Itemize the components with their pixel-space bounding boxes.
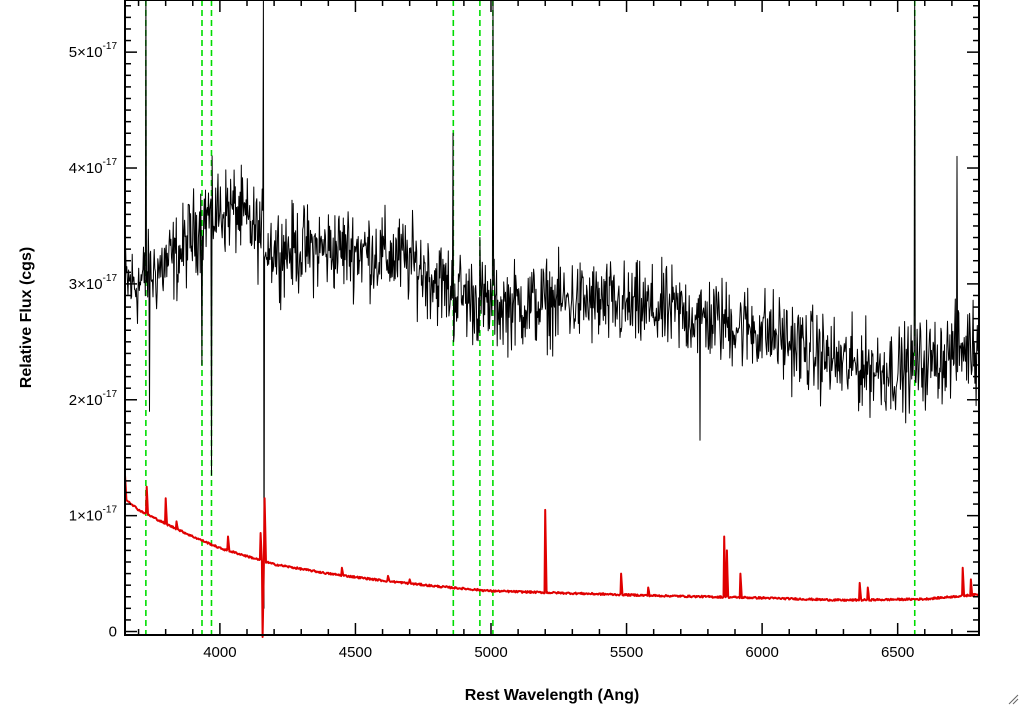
y-tick-label: 1×10-17 xyxy=(69,505,118,525)
y-tick-label: 5×10-17 xyxy=(69,41,118,61)
x-axis-title: Rest Wavelength (Ang) xyxy=(465,687,640,704)
x-tick-label: 5500 xyxy=(610,644,643,661)
x-tick-label: 4000 xyxy=(203,644,236,661)
plot-frame xyxy=(124,0,980,636)
x-tick-label: 6500 xyxy=(881,644,914,661)
resize-grip-icon[interactable] xyxy=(1008,694,1019,705)
x-tick-label: 5000 xyxy=(474,644,507,661)
y-tick-label: 0 xyxy=(109,624,117,641)
series-1-line xyxy=(124,475,980,638)
x-tick-label: 6000 xyxy=(745,644,778,661)
series-0-line xyxy=(124,0,979,609)
series-layer xyxy=(124,0,980,638)
x-tick-labels: 4000 4500 5000 5500 6000 6500 xyxy=(203,644,914,661)
y-tick-label: 4×10-17 xyxy=(69,157,118,177)
y-axis-title: Relative Flux (cgs) xyxy=(18,247,35,388)
y-tick-label: 3×10-17 xyxy=(69,273,118,293)
x-tick-label: 4500 xyxy=(339,644,372,661)
y-tick-labels: 0 1×10-17 2×10-17 3×10-17 4×10-17 5×10-17 xyxy=(69,41,118,640)
y-tick-label: 2×10-17 xyxy=(69,389,118,409)
